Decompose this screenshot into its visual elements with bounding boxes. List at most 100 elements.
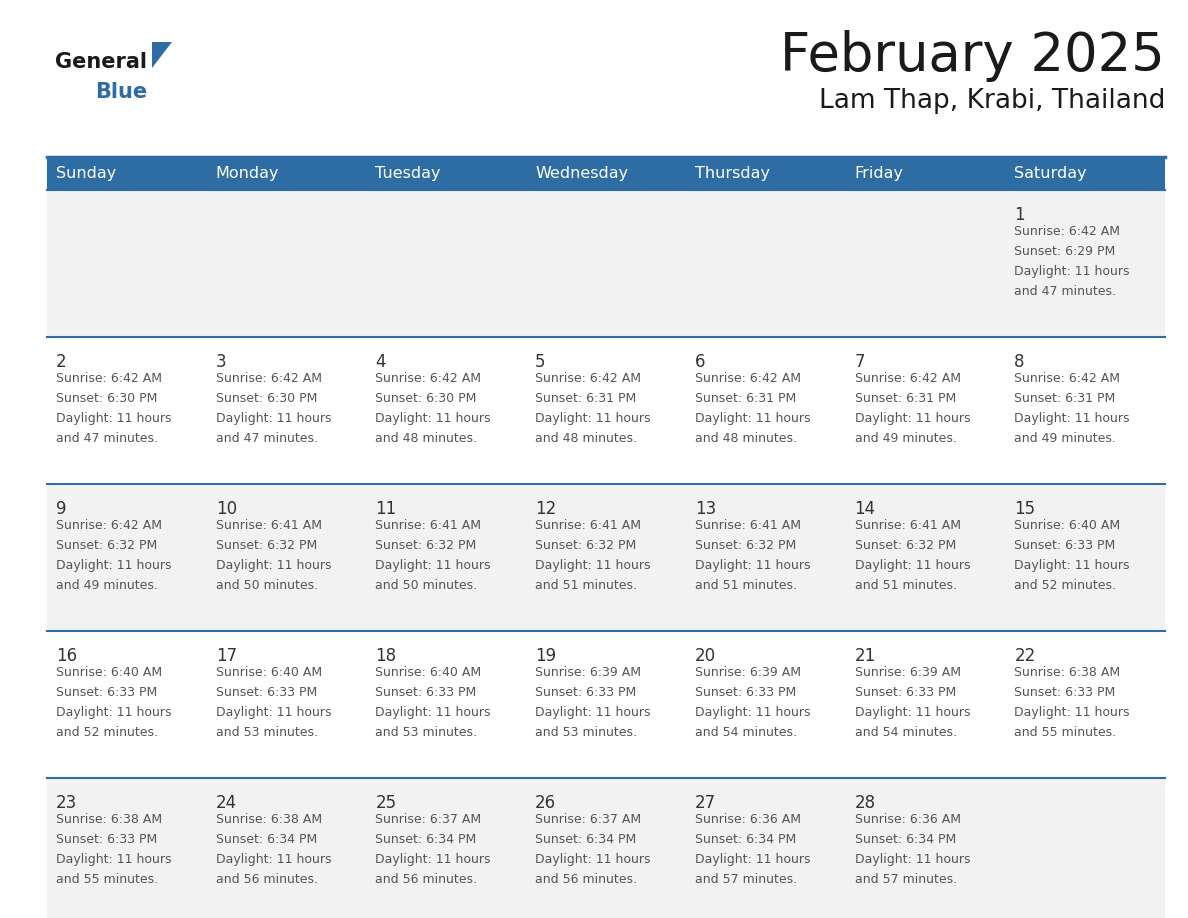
Text: and 57 minutes.: and 57 minutes. bbox=[695, 873, 797, 886]
Bar bbox=[1005, 190, 1165, 337]
Bar bbox=[366, 190, 526, 337]
Bar bbox=[366, 778, 526, 918]
Text: 2: 2 bbox=[56, 353, 67, 371]
Text: Sunset: 6:31 PM: Sunset: 6:31 PM bbox=[695, 392, 796, 405]
Text: 16: 16 bbox=[56, 647, 77, 665]
Text: Daylight: 11 hours: Daylight: 11 hours bbox=[854, 706, 971, 719]
Text: Daylight: 11 hours: Daylight: 11 hours bbox=[1015, 706, 1130, 719]
Text: 20: 20 bbox=[695, 647, 716, 665]
Text: Sunrise: 6:41 AM: Sunrise: 6:41 AM bbox=[535, 519, 642, 532]
Text: Sunrise: 6:42 AM: Sunrise: 6:42 AM bbox=[1015, 225, 1120, 238]
Text: Sunset: 6:31 PM: Sunset: 6:31 PM bbox=[1015, 392, 1116, 405]
Text: Sunrise: 6:42 AM: Sunrise: 6:42 AM bbox=[56, 372, 162, 385]
Text: Daylight: 11 hours: Daylight: 11 hours bbox=[695, 559, 810, 572]
Text: 3: 3 bbox=[216, 353, 227, 371]
Text: and 50 minutes.: and 50 minutes. bbox=[375, 579, 478, 592]
Bar bbox=[48, 337, 207, 484]
Text: Sunrise: 6:40 AM: Sunrise: 6:40 AM bbox=[56, 666, 162, 679]
Bar bbox=[1005, 337, 1165, 484]
Text: Daylight: 11 hours: Daylight: 11 hours bbox=[56, 412, 171, 425]
Text: Sunrise: 6:42 AM: Sunrise: 6:42 AM bbox=[56, 519, 162, 532]
Text: Sunrise: 6:42 AM: Sunrise: 6:42 AM bbox=[535, 372, 642, 385]
Text: and 49 minutes.: and 49 minutes. bbox=[1015, 432, 1117, 445]
Text: Sunrise: 6:36 AM: Sunrise: 6:36 AM bbox=[695, 813, 801, 826]
Bar bbox=[366, 337, 526, 484]
Text: Blue: Blue bbox=[95, 82, 147, 102]
Text: 9: 9 bbox=[56, 500, 67, 518]
Text: Daylight: 11 hours: Daylight: 11 hours bbox=[375, 853, 491, 866]
Bar bbox=[207, 190, 366, 337]
Text: Sunrise: 6:41 AM: Sunrise: 6:41 AM bbox=[216, 519, 322, 532]
Text: Sunset: 6:32 PM: Sunset: 6:32 PM bbox=[56, 539, 157, 552]
Text: 13: 13 bbox=[695, 500, 716, 518]
Text: Daylight: 11 hours: Daylight: 11 hours bbox=[695, 412, 810, 425]
Text: Daylight: 11 hours: Daylight: 11 hours bbox=[216, 853, 331, 866]
Bar bbox=[48, 157, 1165, 190]
Text: Sunrise: 6:40 AM: Sunrise: 6:40 AM bbox=[375, 666, 481, 679]
Text: Daylight: 11 hours: Daylight: 11 hours bbox=[56, 559, 171, 572]
Text: Sunset: 6:33 PM: Sunset: 6:33 PM bbox=[216, 686, 317, 699]
Text: Daylight: 11 hours: Daylight: 11 hours bbox=[375, 706, 491, 719]
Text: Sunrise: 6:42 AM: Sunrise: 6:42 AM bbox=[854, 372, 961, 385]
Text: and 53 minutes.: and 53 minutes. bbox=[535, 726, 637, 739]
Text: Wednesday: Wednesday bbox=[535, 166, 628, 181]
Text: and 48 minutes.: and 48 minutes. bbox=[375, 432, 478, 445]
Text: and 52 minutes.: and 52 minutes. bbox=[56, 726, 158, 739]
Text: Sunrise: 6:39 AM: Sunrise: 6:39 AM bbox=[695, 666, 801, 679]
Text: and 47 minutes.: and 47 minutes. bbox=[216, 432, 317, 445]
Text: Sunset: 6:30 PM: Sunset: 6:30 PM bbox=[216, 392, 317, 405]
Text: Sunset: 6:33 PM: Sunset: 6:33 PM bbox=[535, 686, 637, 699]
Text: Sunrise: 6:41 AM: Sunrise: 6:41 AM bbox=[695, 519, 801, 532]
Text: and 57 minutes.: and 57 minutes. bbox=[854, 873, 956, 886]
Text: Sunrise: 6:40 AM: Sunrise: 6:40 AM bbox=[216, 666, 322, 679]
Text: 12: 12 bbox=[535, 500, 556, 518]
Text: 17: 17 bbox=[216, 647, 236, 665]
Text: and 49 minutes.: and 49 minutes. bbox=[854, 432, 956, 445]
Text: Tuesday: Tuesday bbox=[375, 166, 441, 181]
Text: 25: 25 bbox=[375, 794, 397, 812]
Text: Sunday: Sunday bbox=[56, 166, 116, 181]
Text: 5: 5 bbox=[535, 353, 545, 371]
Text: 14: 14 bbox=[854, 500, 876, 518]
Text: Sunset: 6:33 PM: Sunset: 6:33 PM bbox=[1015, 539, 1116, 552]
Text: Sunset: 6:34 PM: Sunset: 6:34 PM bbox=[695, 833, 796, 846]
Text: and 54 minutes.: and 54 minutes. bbox=[854, 726, 956, 739]
Text: 11: 11 bbox=[375, 500, 397, 518]
Text: Sunset: 6:33 PM: Sunset: 6:33 PM bbox=[375, 686, 476, 699]
Text: Monday: Monday bbox=[216, 166, 279, 181]
Bar bbox=[685, 190, 846, 337]
Text: Sunrise: 6:37 AM: Sunrise: 6:37 AM bbox=[535, 813, 642, 826]
Text: Sunset: 6:33 PM: Sunset: 6:33 PM bbox=[1015, 686, 1116, 699]
Bar bbox=[207, 484, 366, 631]
Bar bbox=[207, 631, 366, 778]
Bar bbox=[207, 778, 366, 918]
Text: Sunset: 6:30 PM: Sunset: 6:30 PM bbox=[375, 392, 476, 405]
Text: Sunrise: 6:38 AM: Sunrise: 6:38 AM bbox=[216, 813, 322, 826]
Text: Sunrise: 6:39 AM: Sunrise: 6:39 AM bbox=[854, 666, 961, 679]
Text: 8: 8 bbox=[1015, 353, 1025, 371]
Text: Sunset: 6:31 PM: Sunset: 6:31 PM bbox=[535, 392, 637, 405]
Text: 15: 15 bbox=[1015, 500, 1036, 518]
Bar bbox=[685, 337, 846, 484]
Text: 18: 18 bbox=[375, 647, 397, 665]
Text: Sunrise: 6:37 AM: Sunrise: 6:37 AM bbox=[375, 813, 481, 826]
Text: Sunset: 6:31 PM: Sunset: 6:31 PM bbox=[854, 392, 956, 405]
Text: Sunset: 6:33 PM: Sunset: 6:33 PM bbox=[695, 686, 796, 699]
Text: Sunrise: 6:41 AM: Sunrise: 6:41 AM bbox=[375, 519, 481, 532]
Text: 6: 6 bbox=[695, 353, 706, 371]
Text: and 53 minutes.: and 53 minutes. bbox=[216, 726, 317, 739]
Text: 7: 7 bbox=[854, 353, 865, 371]
Bar bbox=[1005, 484, 1165, 631]
Polygon shape bbox=[152, 42, 172, 68]
Text: and 48 minutes.: and 48 minutes. bbox=[695, 432, 797, 445]
Text: Daylight: 11 hours: Daylight: 11 hours bbox=[1015, 265, 1130, 278]
Text: Sunset: 6:34 PM: Sunset: 6:34 PM bbox=[375, 833, 476, 846]
Bar bbox=[846, 484, 1005, 631]
Text: Daylight: 11 hours: Daylight: 11 hours bbox=[1015, 559, 1130, 572]
Text: and 51 minutes.: and 51 minutes. bbox=[535, 579, 637, 592]
Text: Sunrise: 6:39 AM: Sunrise: 6:39 AM bbox=[535, 666, 642, 679]
Text: 27: 27 bbox=[695, 794, 716, 812]
Text: 23: 23 bbox=[56, 794, 77, 812]
Bar bbox=[685, 631, 846, 778]
Bar bbox=[846, 778, 1005, 918]
